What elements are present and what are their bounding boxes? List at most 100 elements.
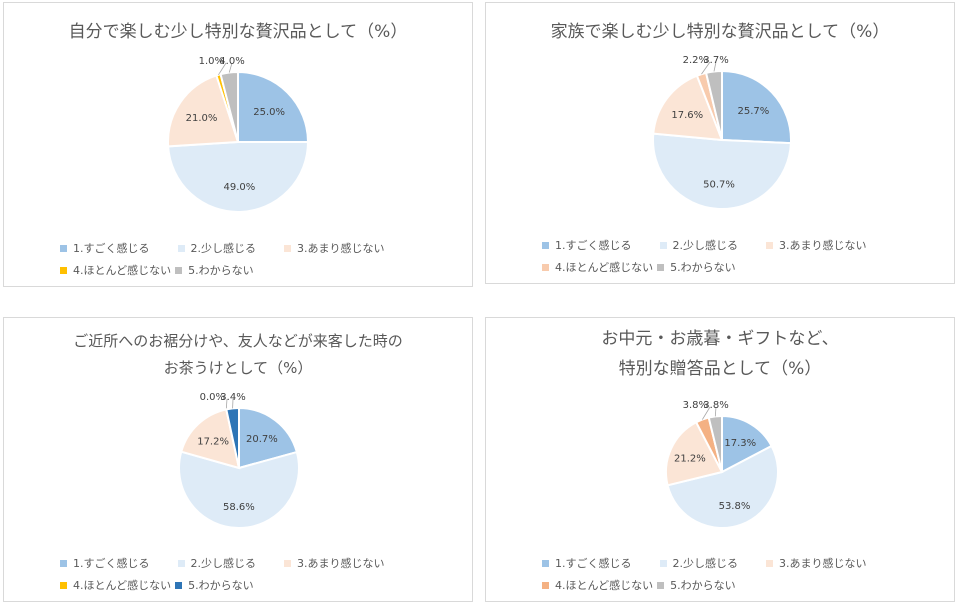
legend-swatch <box>542 241 549 249</box>
chart-title: お中元・お歳暮・ギフトなど、 特別な贈答品として（%） <box>486 324 954 384</box>
legend-swatch <box>542 263 549 271</box>
legend-swatch <box>657 581 665 589</box>
pie-slice <box>167 74 240 148</box>
legend-item: 3.あまり感じない <box>284 240 385 256</box>
pie-slice <box>238 406 299 470</box>
chart-panel-guests: ご近所へのお裾分けや、友人などが来客した時の お茶うけとして（%） 20.7% 5… <box>3 317 473 602</box>
legend-label: 4.ほとんど感じない <box>555 579 654 592</box>
legend-item: 5.わからない <box>657 577 736 593</box>
chart-title: 家族で楽しむ少し特別な贅沢品として（%） <box>486 17 954 42</box>
legend-item: 4.ほとんど感じない <box>542 259 653 275</box>
data-label: 21.0% <box>186 113 218 124</box>
pie-slice <box>666 444 779 529</box>
chart-title-line: 自分で楽しむ少し特別な贅沢品として（%） <box>68 22 408 42</box>
legend-label: 5.わからない <box>188 579 254 592</box>
chart-title-line: 家族で楽しむ少し特別な贅沢品として（%） <box>550 22 890 42</box>
pie-slice <box>178 450 300 529</box>
legend-swatch <box>175 581 183 589</box>
legend-swatch <box>60 244 67 252</box>
chart-panel-family: 家族で楽しむ少し特別な贅沢品として（%） 25.7% 50.7% 17.6% 2.2%… <box>485 2 955 284</box>
legend-label: 1.すごく感じる <box>555 239 632 252</box>
data-label: 3.7% <box>703 55 728 66</box>
legend-swatch <box>766 241 773 249</box>
legend-swatch <box>659 559 667 567</box>
legend-item: 3.あまり感じない <box>766 555 867 571</box>
legend-swatch <box>60 266 67 274</box>
legend-swatch <box>60 559 67 567</box>
data-label: 3.8% <box>683 400 708 411</box>
data-label: 25.7% <box>738 106 770 117</box>
pie-chart: 20.7% 58.6% 17.2% 0.0%3.4% <box>178 392 300 529</box>
legend-label: 5.わからない <box>188 264 254 277</box>
legend-item: 1.すごく感じる <box>60 555 150 571</box>
legend-item: 5.わからない <box>175 262 254 278</box>
data-label: 0.0% <box>200 392 225 403</box>
pie-slice <box>219 70 239 143</box>
legend-item: 5.わからない <box>657 259 736 275</box>
chart-title-line: お茶うけとして（%） <box>163 359 313 377</box>
pie-slice <box>721 414 773 474</box>
pie-slice <box>167 141 310 213</box>
legend-item: 1.すごく感じる <box>542 237 632 253</box>
data-label: 17.6% <box>671 110 703 121</box>
pie-slice <box>721 69 792 145</box>
legend-label: 3.あまり感じない <box>779 557 867 570</box>
data-label: 3.8% <box>703 400 728 411</box>
legend-item: 3.あまり感じない <box>284 555 385 571</box>
chart-panel-self: 自分で楽しむ少し特別な贅沢品として（%） 25.0% 49.0% 21.0% 1.0%… <box>3 2 473 287</box>
legend-label: 3.あまり感じない <box>297 242 385 255</box>
legend-item: 1.すごく感じる <box>542 555 632 571</box>
legend-item: 2.少し感じる <box>177 555 257 571</box>
legend-label: 4.ほとんど感じない <box>73 264 172 277</box>
legend-swatch <box>657 263 665 271</box>
legend-swatch <box>284 244 291 252</box>
pie-slice <box>652 74 724 142</box>
legend-swatch <box>175 266 183 274</box>
pie-slice <box>180 408 241 470</box>
legend-item: 2.少し感じる <box>177 240 257 256</box>
pie-chart: 17.3% 53.8% 21.2% 3.8%3.8% <box>665 400 779 529</box>
legend-label: 1.すごく感じる <box>73 557 150 570</box>
data-label: 17.2% <box>197 436 229 447</box>
chart-title-line: 特別な贈答品として（%） <box>618 359 822 379</box>
legend-label: 2.少し感じる <box>672 239 739 252</box>
legend-label: 2.少し感じる <box>190 557 257 570</box>
legend-item: 1.すごく感じる <box>60 240 150 256</box>
leader-line <box>701 61 711 75</box>
legend-label: 1.すごく感じる <box>73 242 150 255</box>
legend-label: 4.ほとんど感じない <box>73 579 172 592</box>
legend-swatch <box>659 241 667 249</box>
pie-slice <box>652 132 792 210</box>
chart-legend: 1.すごく感じる 2.少し感じる 3.あまり感じない 4.ほとんど感じない 5.… <box>60 552 413 596</box>
chart-legend: 1.すごく感じる 2.少し感じる 3.あまり感じない 4.ほとんど感じない 5.… <box>60 237 413 281</box>
legend-swatch <box>60 581 67 589</box>
legend-label: 3.あまり感じない <box>779 239 867 252</box>
chart-title: ご近所へのお裾分けや、友人などが来客した時の お茶うけとして（%） <box>4 328 472 382</box>
leader-line <box>218 62 227 75</box>
leader-line <box>702 406 711 420</box>
legend-label: 1.すごく感じる <box>555 557 632 570</box>
legend-label: 2.少し感じる <box>190 242 257 255</box>
pie-slice <box>237 70 310 143</box>
data-label: 1.0% <box>199 56 224 67</box>
chart-title-line: お中元・お歳暮・ギフトなど、 <box>601 329 839 349</box>
data-label: 53.8% <box>719 501 751 512</box>
legend-swatch <box>177 559 185 567</box>
legend-label: 2.少し感じる <box>672 557 739 570</box>
leader-line <box>714 406 717 417</box>
legend-label: 5.わからない <box>670 579 736 592</box>
data-label: 58.6% <box>223 502 255 513</box>
legend-item: 5.わからない <box>175 577 254 593</box>
pie-chart: 25.0% 49.0% 21.0% 1.0%4.0% <box>167 56 310 213</box>
legend-swatch <box>284 559 291 567</box>
legend-item: 3.あまり感じない <box>766 237 867 253</box>
legend-item: 4.ほとんど感じない <box>60 262 171 278</box>
legend-swatch <box>766 559 773 567</box>
leader-line <box>225 398 228 410</box>
legend-label: 4.ほとんど感じない <box>555 261 654 274</box>
data-label: 25.0% <box>253 107 285 118</box>
data-label: 17.3% <box>724 438 756 449</box>
pie-slice <box>665 420 724 487</box>
chart-panel-gift: お中元・お歳暮・ギフトなど、 特別な贈答品として（%） 17.3% 53.8% 21… <box>485 317 955 602</box>
legend-swatch <box>542 581 549 589</box>
